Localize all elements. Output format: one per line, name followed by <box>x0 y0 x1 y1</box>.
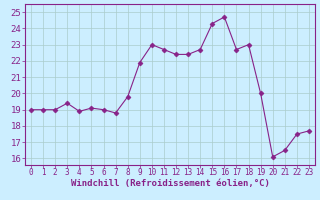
X-axis label: Windchill (Refroidissement éolien,°C): Windchill (Refroidissement éolien,°C) <box>71 179 269 188</box>
